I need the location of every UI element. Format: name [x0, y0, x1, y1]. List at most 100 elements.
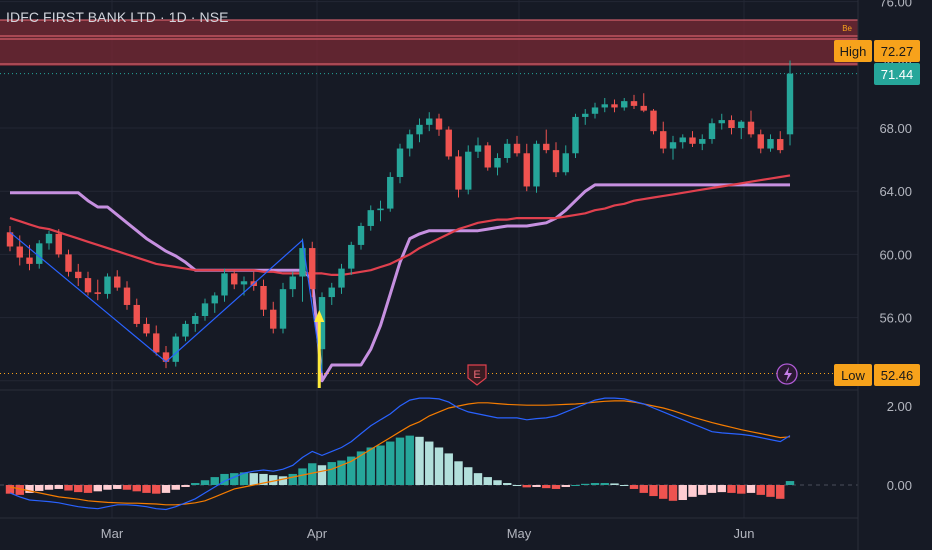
- candle: [162, 346, 170, 369]
- histogram-bar: [522, 485, 531, 488]
- histogram-bar: [785, 481, 795, 485]
- indicator-lines: [9, 174, 791, 383]
- candle-body: [75, 271, 82, 279]
- candle-body: [65, 254, 72, 272]
- histogram-bar: [493, 480, 502, 485]
- candle-body: [84, 278, 92, 293]
- indicator-tick-label: 2.00: [887, 399, 912, 414]
- candle-body: [387, 176, 394, 209]
- candle-body: [279, 289, 287, 329]
- candle: [689, 131, 696, 147]
- candle: [513, 135, 521, 157]
- price-axis[interactable]: 76.0072.0068.0064.0060.0056.0052.002.000…: [857, 0, 932, 550]
- high-badge-value-bg: [874, 40, 920, 62]
- histogram-bar: [717, 485, 726, 493]
- candle-body: [562, 153, 569, 173]
- histogram-bar: [161, 485, 171, 493]
- last-price-badge-value: 71.44: [881, 67, 914, 82]
- candle-body: [728, 120, 735, 128]
- candle-body: [182, 323, 189, 337]
- candle: [777, 131, 784, 154]
- histogram-bar: [551, 485, 561, 489]
- candle-body: [669, 142, 677, 149]
- candle-body: [309, 248, 316, 290]
- candle: [767, 134, 774, 152]
- price-tick-label: 76.00: [879, 0, 912, 10]
- histogram-bar: [395, 437, 405, 485]
- candle: [679, 134, 686, 149]
- candle-body: [718, 120, 725, 124]
- candle-body: [416, 124, 423, 135]
- candle: [728, 115, 735, 135]
- histogram-bar: [259, 473, 268, 485]
- candle-body: [6, 232, 14, 247]
- low-badge-value-bg: [874, 364, 920, 386]
- candle: [318, 292, 326, 373]
- histogram-bar: [278, 476, 288, 485]
- candle-body: [699, 139, 706, 144]
- candle-body: [747, 121, 755, 135]
- price-tick-label: 56.00: [879, 311, 912, 326]
- candle-body: [465, 151, 472, 190]
- time-tick-label: Jun: [734, 526, 755, 541]
- candle-body: [348, 244, 355, 269]
- candle-body: [221, 273, 228, 296]
- candle: [640, 93, 647, 113]
- candle-body: [318, 297, 326, 350]
- candle-body: [172, 336, 179, 362]
- candle: [75, 263, 82, 286]
- candle-body: [406, 134, 413, 149]
- candle: [192, 312, 199, 332]
- candle-body: [630, 101, 638, 106]
- candle-body: [143, 323, 150, 334]
- candle: [377, 200, 384, 222]
- candle: [718, 113, 725, 130]
- low-badge-value: 52.46: [881, 368, 914, 383]
- time-axis[interactable]: Mar Apr May Jun: [0, 517, 858, 541]
- candle: [786, 60, 794, 146]
- histogram-bar: [707, 485, 717, 493]
- candle-body: [708, 123, 716, 140]
- candle-body: [533, 143, 540, 187]
- chart-title: IDFC FIRST BANK LTD · 1D · NSE: [6, 9, 229, 25]
- candle-body: [231, 273, 238, 285]
- candle: [260, 279, 267, 317]
- histogram-bar: [288, 473, 297, 485]
- histogram-bar: [15, 485, 24, 495]
- histogram-bar: [113, 485, 122, 489]
- histogram-bar: [659, 485, 668, 499]
- histogram-bar: [327, 462, 336, 485]
- candle-body: [621, 101, 628, 108]
- candle: [582, 109, 589, 125]
- histogram-bar: [532, 485, 541, 487]
- histogram-bar: [386, 441, 395, 485]
- candle: [211, 292, 218, 313]
- high-badge-value: 72.27: [881, 44, 914, 59]
- candle: [153, 325, 160, 356]
- candle-body: [484, 145, 491, 168]
- macd-pane[interactable]: [5, 397, 795, 511]
- histogram-bar: [610, 483, 619, 485]
- histogram-bar: [561, 485, 570, 487]
- histogram-bar: [503, 483, 512, 485]
- candle-body: [738, 121, 745, 128]
- candle-body: [357, 225, 365, 245]
- candle-body: [445, 129, 452, 157]
- lightning-icon-bolt: [784, 367, 792, 382]
- candle-body: [455, 156, 462, 190]
- histogram-bar: [746, 485, 756, 493]
- histogram-bar: [766, 485, 775, 497]
- histogram-bar: [142, 485, 151, 493]
- candle-body: [504, 143, 511, 159]
- price-tick-label: 60.00: [879, 247, 912, 262]
- histogram-bar: [356, 451, 366, 485]
- candle: [348, 241, 355, 275]
- histogram-bar: [649, 485, 658, 497]
- histogram-bar: [93, 485, 102, 492]
- histogram-bar: [590, 483, 600, 485]
- moving-average-line: [9, 174, 791, 276]
- candle-body: [513, 143, 521, 154]
- histogram-bar: [152, 485, 161, 494]
